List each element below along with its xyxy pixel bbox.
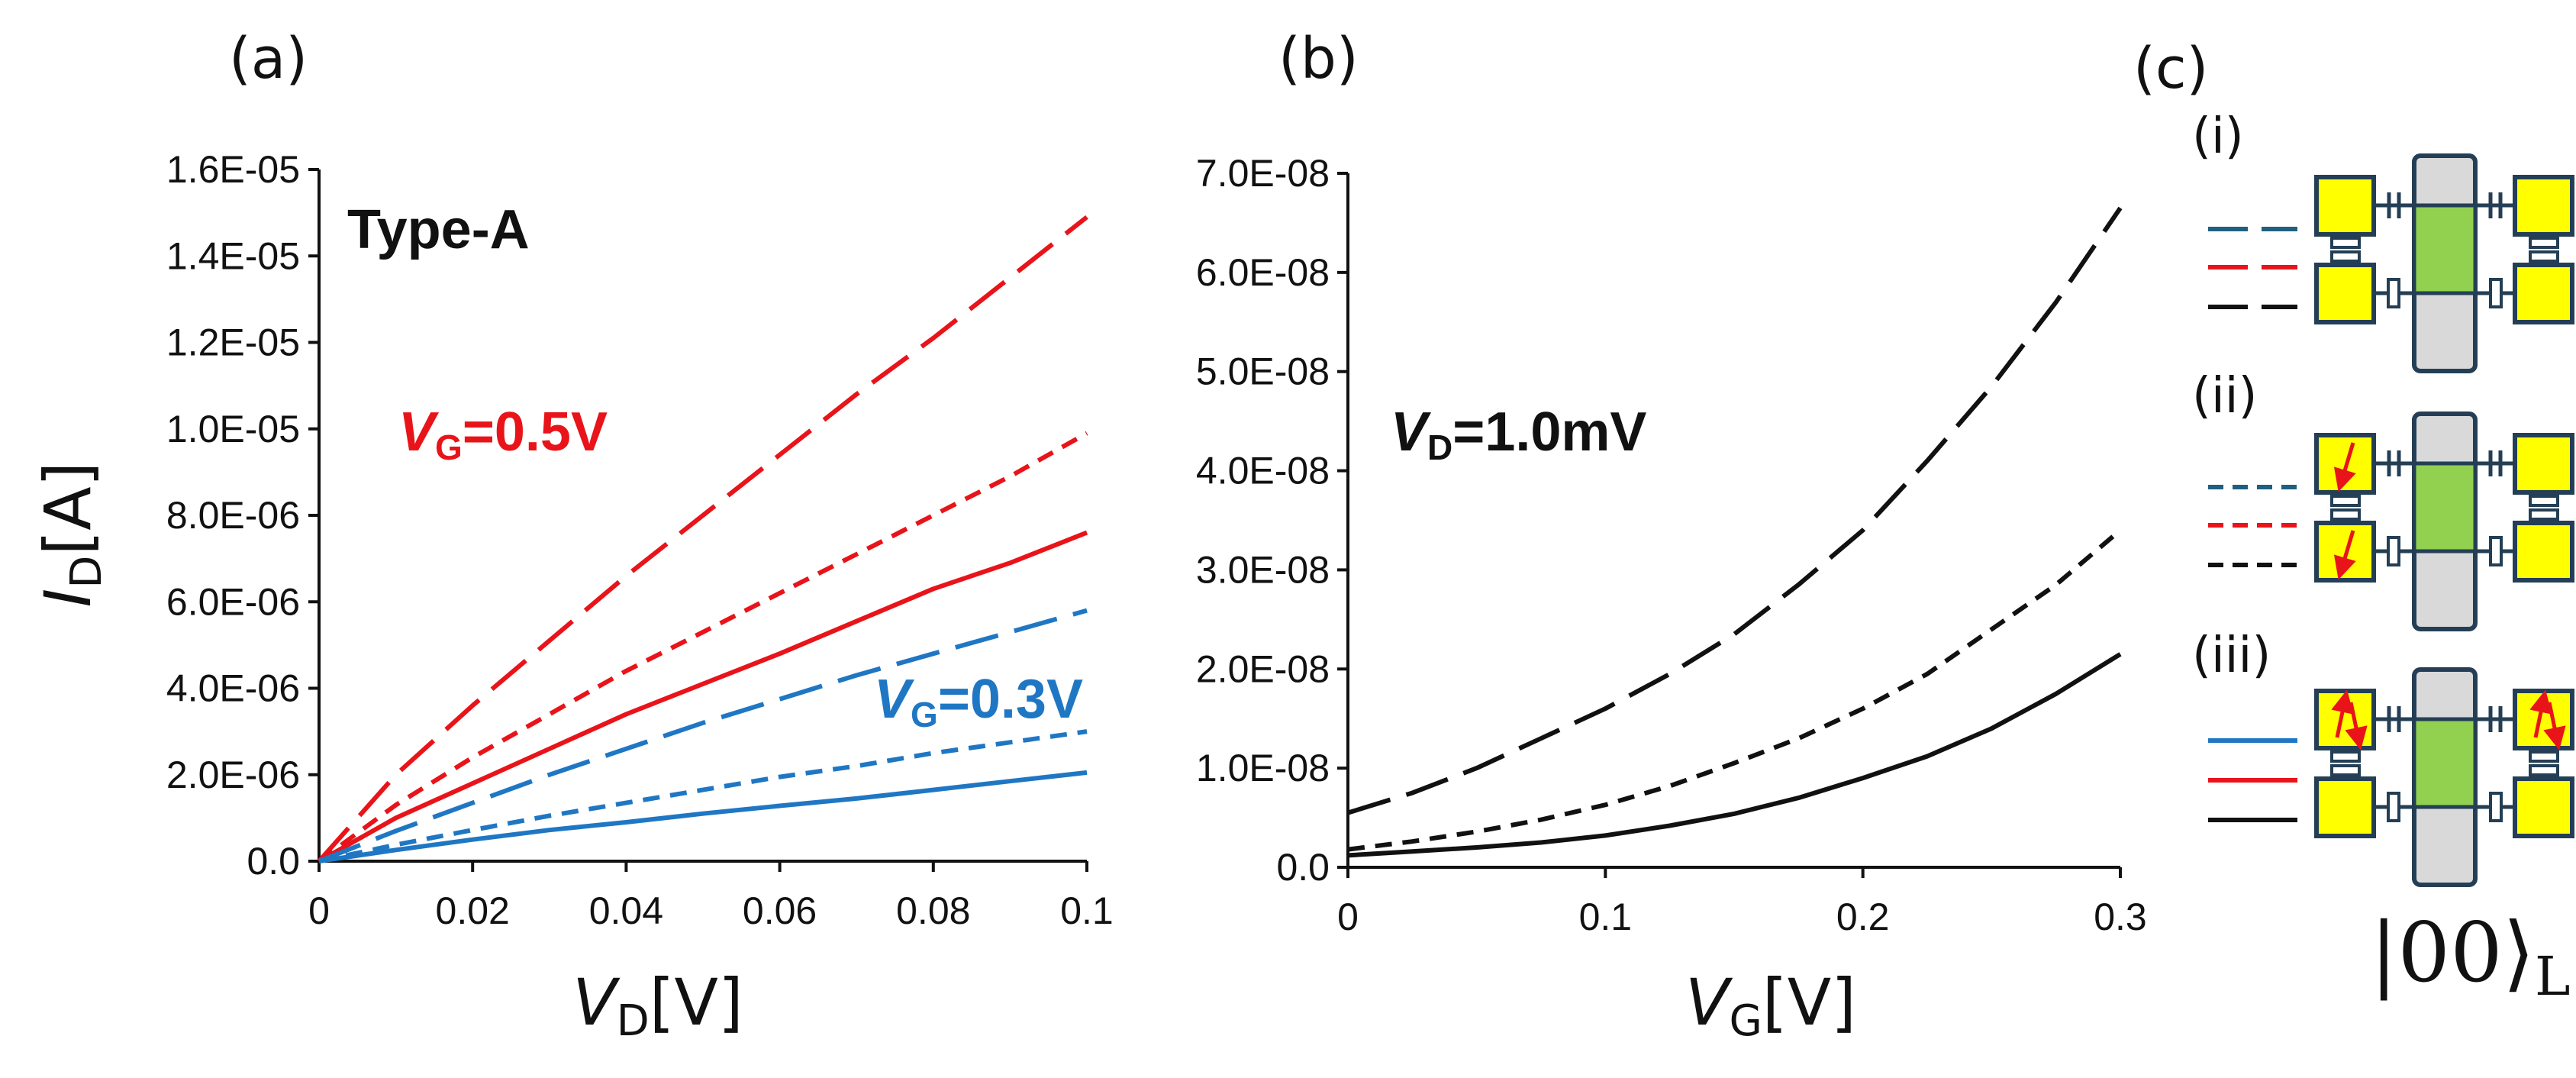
chart-a-xtick-label: 0.1 (1060, 889, 1114, 932)
chart-b-ytick-label: 7.0E-08 (1196, 152, 1330, 195)
chart-a-annotation-vg05: VG=0.5V (398, 402, 608, 467)
spin-arrows-row-iii (2331, 689, 2566, 750)
chart-a-xtick-label: 0.08 (896, 889, 970, 932)
vg03-rest: =0.3V (938, 669, 1083, 730)
legend-row-i (2208, 227, 2297, 309)
vd-sub: D (1427, 428, 1452, 467)
chart-b-ytick-label: 0.0 (1276, 846, 1330, 889)
vd-main: V (1391, 402, 1432, 463)
spin-arrows-row-ii (2333, 442, 2356, 580)
chart-b-ytick-label: 2.0E-08 (1196, 647, 1330, 690)
vg03-main: V (874, 669, 915, 730)
panel-label-a: (a) (229, 26, 308, 92)
chart-a-ytick-label: 6.0E-06 (166, 580, 300, 623)
vd-rest: =1.0mV (1452, 402, 1646, 463)
device-row-iii (2316, 670, 2572, 885)
vg05-sub: G (435, 428, 463, 467)
chart-a-xtick-label: 0.02 (436, 889, 510, 932)
panel-label-c: (c) (2133, 36, 2208, 102)
chart-a-xlabel-main: V (572, 965, 621, 1040)
chart-a-ylabel-main: I (31, 589, 105, 608)
chart-b-xlabel-unit: [V] (1762, 965, 1856, 1040)
chart-a-xtick-label: 0.06 (743, 889, 817, 932)
logical-state-ket: |00⟩ (2370, 905, 2535, 1001)
legend-row-ii (2208, 485, 2297, 567)
chart-b: 0.0 1.0E-08 2.0E-08 3.0E-08 4.0E-08 5.0E-08 6.… (1196, 152, 2147, 1046)
chart-b-ytick-label: 6.0E-08 (1196, 251, 1330, 294)
vg05-main: V (398, 402, 440, 463)
chart-a-series-3 (318, 608, 1088, 863)
row-label-ii: (ii) (2192, 368, 2258, 424)
chart-a-ytick-label: 0.0 (247, 840, 300, 883)
chart-b-ticks: 0.0 1.0E-08 2.0E-08 3.0E-08 4.0E-08 5.0E-08 6.… (1196, 152, 2147, 938)
chart-b-xtick-label: 0.3 (2094, 896, 2147, 938)
chart-a-ytick-label: 1.4E-05 (166, 234, 300, 277)
chart-b-ytick-label: 4.0E-08 (1196, 450, 1330, 492)
schematic-panel-c: (i) (ii) (iii) (2192, 108, 2572, 1008)
chart-b-series-1 (1347, 528, 2122, 852)
chart-b-ytick-label: 1.0E-08 (1196, 747, 1330, 789)
device-row-ii (2316, 414, 2572, 629)
device-row-i (2316, 156, 2572, 371)
chart-a-xtick-label: 0 (308, 889, 330, 932)
chart-a-xtick-label: 0.04 (589, 889, 663, 932)
chart-b-xlabel: VG[V] (1685, 965, 1856, 1046)
chart-b-ytick-label: 3.0E-08 (1196, 548, 1330, 591)
row-label-iii: (iii) (2192, 628, 2271, 684)
chart-a-ytick-label: 1.6E-05 (166, 148, 300, 191)
panel-label-b: (b) (1278, 26, 1359, 92)
legend-row-iii (2208, 738, 2297, 822)
chart-b-xtick-label: 0.1 (1579, 896, 1633, 938)
chart-a-annotation-vg03: VG=0.3V (874, 669, 1083, 734)
chart-a-ytick-label: 2.0E-06 (166, 754, 300, 796)
chart-a-ylabel-sub: D (62, 556, 111, 589)
chart-b-xtick-label: 0.2 (1836, 896, 1890, 938)
chart-a-ytick-label: 4.0E-06 (166, 667, 300, 710)
chart-a-ytick-label: 1.0E-05 (166, 408, 300, 450)
chart-b-ytick-label: 5.0E-08 (1196, 350, 1330, 393)
chart-a-series-0 (317, 215, 1088, 863)
chart-a-series-2 (318, 530, 1088, 863)
row-label-i: (i) (2192, 108, 2244, 165)
chart-a-ytick-label: 1.2E-05 (166, 321, 300, 364)
chart-a-title: Type-A (347, 199, 530, 260)
vg03-sub: G (911, 695, 938, 734)
chart-a-series-5 (318, 770, 1088, 863)
chart-b-xtick-label: 0 (1337, 896, 1359, 938)
chart-b-series-2 (1347, 652, 2122, 858)
chart-a-xlabel-unit: [V] (650, 965, 743, 1040)
chart-b-series-0 (1347, 206, 2123, 815)
chart-a: 0.0 2.0E-06 4.0E-06 6.0E-06 8.0E-06 1.0E-05 1.… (31, 148, 1114, 1046)
logical-state-sub: L (2535, 945, 2570, 1008)
chart-a-ylabel-unit: [A] (31, 462, 105, 556)
chart-a-series-1 (318, 431, 1088, 863)
chart-b-xlabel-sub: G (1730, 996, 1762, 1046)
chart-a-xlabel-sub: D (617, 996, 650, 1046)
chart-a-ylabel: ID[A] (31, 462, 111, 608)
vg05-rest: =0.5V (463, 402, 608, 463)
logical-state-label: |00⟩L (2370, 905, 2570, 1008)
chart-a-series-4 (318, 729, 1088, 863)
chart-a-series (317, 215, 1088, 863)
chart-b-xlabel-main: V (1685, 965, 1733, 1040)
chart-b-series (1347, 206, 2123, 858)
chart-b-annotation-vd: VD=1.0mV (1391, 402, 1646, 467)
chart-a-ytick-label: 8.0E-06 (166, 494, 300, 537)
chart-a-xlabel: VD[V] (572, 965, 743, 1046)
chart-a-ticks: 0.0 2.0E-06 4.0E-06 6.0E-06 8.0E-06 1.0E-05 1.… (166, 148, 1114, 932)
